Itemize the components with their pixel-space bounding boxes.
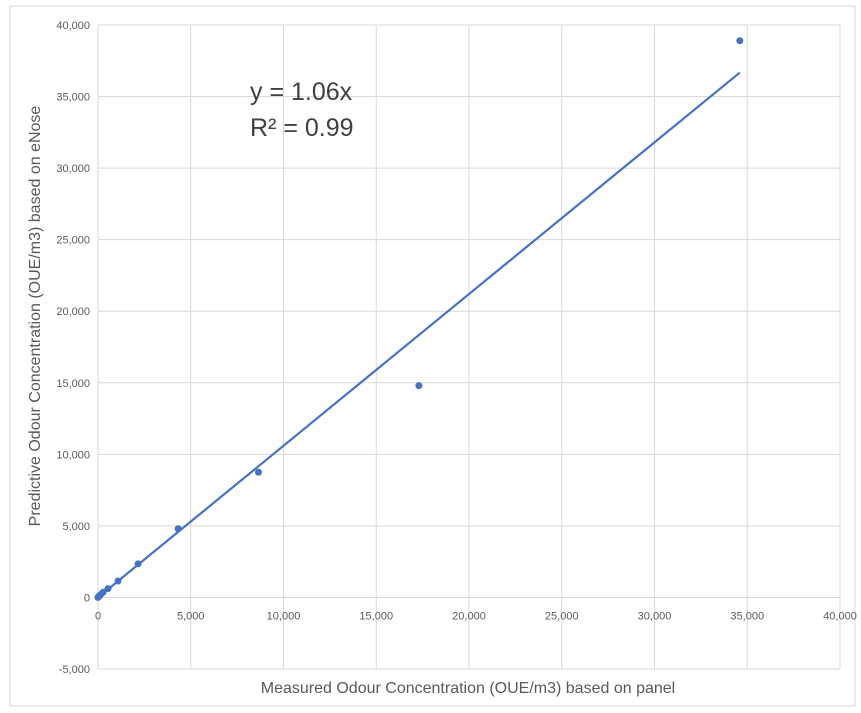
x-tick-label: 35,000 bbox=[730, 610, 764, 622]
trendline bbox=[97, 71, 741, 599]
y-tick-label: -5,000 bbox=[59, 664, 90, 676]
data-points bbox=[94, 37, 744, 601]
data-point bbox=[736, 37, 744, 45]
x-axis-tick-labels: 0 5,000 10,000 15,000 20,000 25,000 30,000 35,0… bbox=[95, 610, 857, 622]
trendline-equation: y = 1.06x bbox=[250, 78, 353, 106]
data-point bbox=[114, 577, 122, 585]
x-tick-label: 0 bbox=[95, 610, 101, 622]
x-tick-label: 15,000 bbox=[359, 610, 393, 622]
chart-area-border bbox=[9, 5, 856, 707]
data-point bbox=[415, 382, 423, 390]
x-tick-label: 5,000 bbox=[177, 610, 205, 622]
y-tick-label: 15,000 bbox=[56, 378, 90, 390]
y-axis-tick-labels: -5,000 0 5,000 10,000 15,000 20,000 25,000 30,0… bbox=[56, 20, 90, 676]
x-tick-label: 30,000 bbox=[638, 610, 672, 622]
x-tick-label: 10,000 bbox=[267, 610, 301, 622]
y-tick-label: 30,000 bbox=[56, 163, 90, 175]
x-tick-label: 25,000 bbox=[545, 610, 579, 622]
data-point bbox=[254, 468, 262, 476]
y-tick-label: 0 bbox=[84, 592, 90, 604]
gridlines bbox=[97, 24, 841, 670]
trendline-layer bbox=[97, 71, 741, 599]
y-tick-label: 25,000 bbox=[56, 235, 90, 247]
y-tick-label: 35,000 bbox=[56, 92, 90, 104]
x-tick-label: 40,000 bbox=[823, 610, 857, 622]
data-point bbox=[134, 560, 142, 568]
y-tick-label: 20,000 bbox=[56, 306, 90, 318]
data-point bbox=[104, 585, 112, 593]
y-tick-label: 10,000 bbox=[56, 449, 90, 461]
y-tick-label: 40,000 bbox=[56, 20, 90, 32]
y-axis-title: Predictive Odour Concentration (OUE/m3) … bbox=[27, 106, 44, 527]
data-point bbox=[99, 588, 107, 596]
y-tick-label: 5,000 bbox=[62, 521, 90, 533]
x-tick-label: 20,000 bbox=[452, 610, 486, 622]
r-squared-label: R² = 0.99 bbox=[250, 114, 354, 142]
x-axis-title: Measured Odour Concentration (OUE/m3) ba… bbox=[261, 680, 675, 697]
data-point bbox=[174, 525, 182, 533]
